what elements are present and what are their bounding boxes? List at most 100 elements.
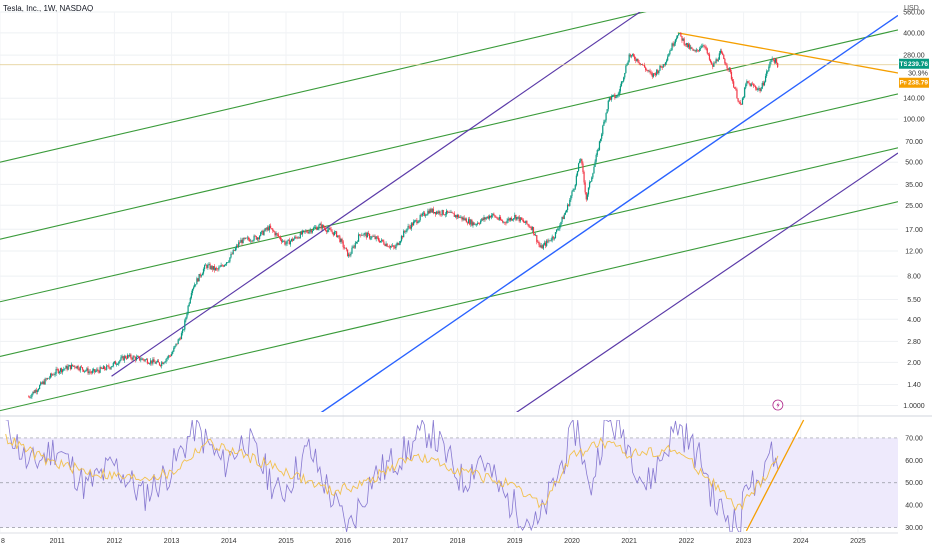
candle-body [720, 50, 723, 53]
candle-body [143, 359, 145, 361]
candle-body [374, 236, 376, 239]
candle-body [29, 396, 31, 398]
candle-body [291, 238, 294, 241]
candle-body [385, 243, 387, 246]
candle-body [68, 365, 70, 367]
candle-body [467, 219, 470, 224]
candle-body [403, 230, 405, 238]
green-channel-trendline[interactable] [0, 0, 898, 412]
candle-body [537, 241, 539, 243]
candle-body [246, 237, 249, 239]
candle-body [244, 237, 246, 239]
candle-body [714, 62, 716, 64]
candle-body [346, 249, 349, 257]
candle-body [753, 85, 756, 87]
candle-body [773, 59, 775, 63]
candle-body [548, 240, 550, 242]
blue-support-trendline[interactable] [269, 14, 898, 448]
candle-body [453, 213, 455, 217]
candle-body [636, 58, 638, 61]
candle-body [574, 184, 576, 189]
candle-body [561, 217, 563, 222]
orange-resistance-trendline-segment[interactable] [677, 32, 898, 74]
time-axis-tick-label: 2020 [564, 538, 580, 545]
candle-body [762, 82, 764, 86]
candle-body [187, 305, 189, 314]
candle-body [320, 223, 322, 229]
candle-body [232, 250, 234, 255]
candle-body [245, 237, 247, 239]
green-channel-trendline-segment[interactable] [0, 147, 898, 357]
candle-body [176, 343, 178, 345]
candle-body [679, 33, 681, 34]
purple-trendline-segment[interactable] [463, 152, 898, 449]
candle-body [417, 222, 419, 224]
chart-title: Tesla, Inc., 1W, NASDAQ [3, 4, 94, 13]
price-axis-tick-label: 5.50 [907, 297, 921, 304]
candle-body [286, 240, 288, 244]
candle-body [610, 95, 613, 100]
lightning-bolt-glyph [776, 402, 780, 409]
candle-body [156, 360, 158, 363]
candle-body [437, 211, 439, 214]
candle-body [407, 226, 409, 229]
candle-body [210, 266, 212, 270]
green-channel-trendline-segment[interactable] [0, 201, 898, 412]
candle-body [643, 65, 646, 68]
candle-body [570, 195, 572, 200]
candle-body [590, 181, 592, 183]
candle-body [177, 339, 179, 345]
candle-body [649, 70, 651, 73]
rsi-orange-trendline[interactable] [745, 419, 805, 532]
blue-support-trendline-segment[interactable] [269, 14, 898, 448]
candle-body [733, 81, 735, 88]
candle-body [444, 214, 447, 216]
green-channel-trendline-segment[interactable] [0, 0, 898, 163]
purple-trendline-segment[interactable] [111, 0, 673, 377]
orange-resistance-trendline[interactable] [677, 32, 898, 74]
candle-body [109, 367, 111, 369]
candle-body [704, 46, 706, 48]
candle-body [390, 246, 393, 247]
candle-body [521, 219, 524, 221]
candle-body [84, 370, 86, 372]
candle-body [52, 374, 54, 376]
candle-body [638, 62, 640, 64]
candle-body [518, 216, 520, 222]
rsi-axis-tick-label: 70.00 [905, 435, 923, 442]
candle-body [287, 239, 289, 241]
candle-body [613, 94, 615, 96]
candle-body [460, 216, 462, 218]
purple-trendline[interactable] [111, 0, 898, 449]
candle-body [550, 240, 552, 241]
candle-body [242, 237, 244, 244]
green-channel-trendline-segment[interactable] [0, 29, 898, 240]
candle-body [293, 238, 295, 241]
candle-body [739, 102, 741, 104]
candle-body [612, 95, 614, 96]
time-axis-tick-label: 2019 [507, 538, 523, 545]
candle-body [315, 226, 317, 228]
candle-body [737, 98, 739, 102]
candle-body [170, 353, 173, 357]
candle-body [197, 278, 199, 282]
candle-body [220, 265, 222, 267]
candle-body [85, 370, 87, 372]
candle-body [618, 91, 620, 95]
candle-body [740, 103, 742, 105]
green-channel-trendline-segment[interactable] [0, 93, 898, 303]
candle-body [305, 230, 307, 232]
candle-body [627, 61, 629, 65]
candle-body [42, 381, 44, 384]
candle-body [637, 58, 639, 63]
currency-label: USD [904, 5, 919, 12]
candle-body [188, 303, 190, 306]
candle-body [758, 88, 760, 89]
candle-body [568, 204, 570, 206]
candle-body [429, 209, 431, 214]
candle-body [431, 208, 433, 213]
candle-body [71, 364, 74, 367]
candle-body [451, 211, 453, 213]
candle-body [694, 50, 696, 52]
